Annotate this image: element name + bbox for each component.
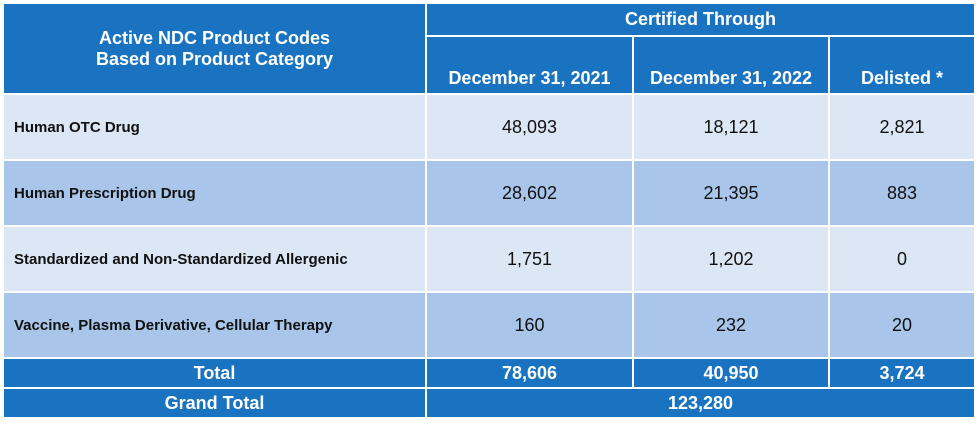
grand-total-value: 123,280 xyxy=(425,387,976,419)
grand-total-label: Grand Total xyxy=(2,387,427,419)
cell-value: 232 xyxy=(632,291,830,359)
column-header: December 31, 2021 xyxy=(425,35,634,95)
cell-value: 2,821 xyxy=(828,93,976,161)
total-label: Total xyxy=(2,357,427,389)
title-cell: Active NDC Product Codes Based on Produc… xyxy=(2,2,427,95)
cell-value: 883 xyxy=(828,159,976,227)
cell-value: 18,121 xyxy=(632,93,830,161)
total-value: 40,950 xyxy=(632,357,830,389)
data-row: Vaccine, Plasma Derivative, Cellular The… xyxy=(2,291,976,359)
cell-value: 1,202 xyxy=(632,225,830,293)
cell-value: 1,751 xyxy=(425,225,634,293)
cell-value: 160 xyxy=(425,291,634,359)
data-row: Standardized and Non-Standardized Allerg… xyxy=(2,225,976,293)
group-header: Certified Through xyxy=(425,2,976,37)
table-body: Human OTC Drug 48,093 18,121 2,821 Human Pre… xyxy=(2,93,976,359)
row-label: Vaccine, Plasma Derivative, Cellular The… xyxy=(2,291,427,359)
data-row: Human Prescription Drug 28,602 21,395 883 xyxy=(2,159,976,227)
row-label: Human Prescription Drug xyxy=(2,159,427,227)
cell-value: 21,395 xyxy=(632,159,830,227)
total-value: 78,606 xyxy=(425,357,634,389)
grand-total-row: Grand Total 123,280 xyxy=(2,387,976,419)
cell-value: 28,602 xyxy=(425,159,634,227)
row-label: Human OTC Drug xyxy=(2,93,427,161)
title-line: Active NDC Product Codes xyxy=(98,27,331,48)
row-label: Standardized and Non-Standardized Allerg… xyxy=(2,225,427,293)
ndc-table: Active NDC Product Codes Based on Produc… xyxy=(2,2,976,419)
total-row: Total 78,606 40,950 3,724 xyxy=(2,357,976,389)
total-value: 3,724 xyxy=(828,357,976,389)
column-header: December 31, 2022 xyxy=(632,35,830,95)
data-row: Human OTC Drug 48,093 18,121 2,821 xyxy=(2,93,976,161)
cell-value: 0 xyxy=(828,225,976,293)
cell-value: 20 xyxy=(828,291,976,359)
column-header: Delisted * xyxy=(828,35,976,95)
title-line: Based on Product Category xyxy=(95,48,334,69)
cell-value: 48,093 xyxy=(425,93,634,161)
